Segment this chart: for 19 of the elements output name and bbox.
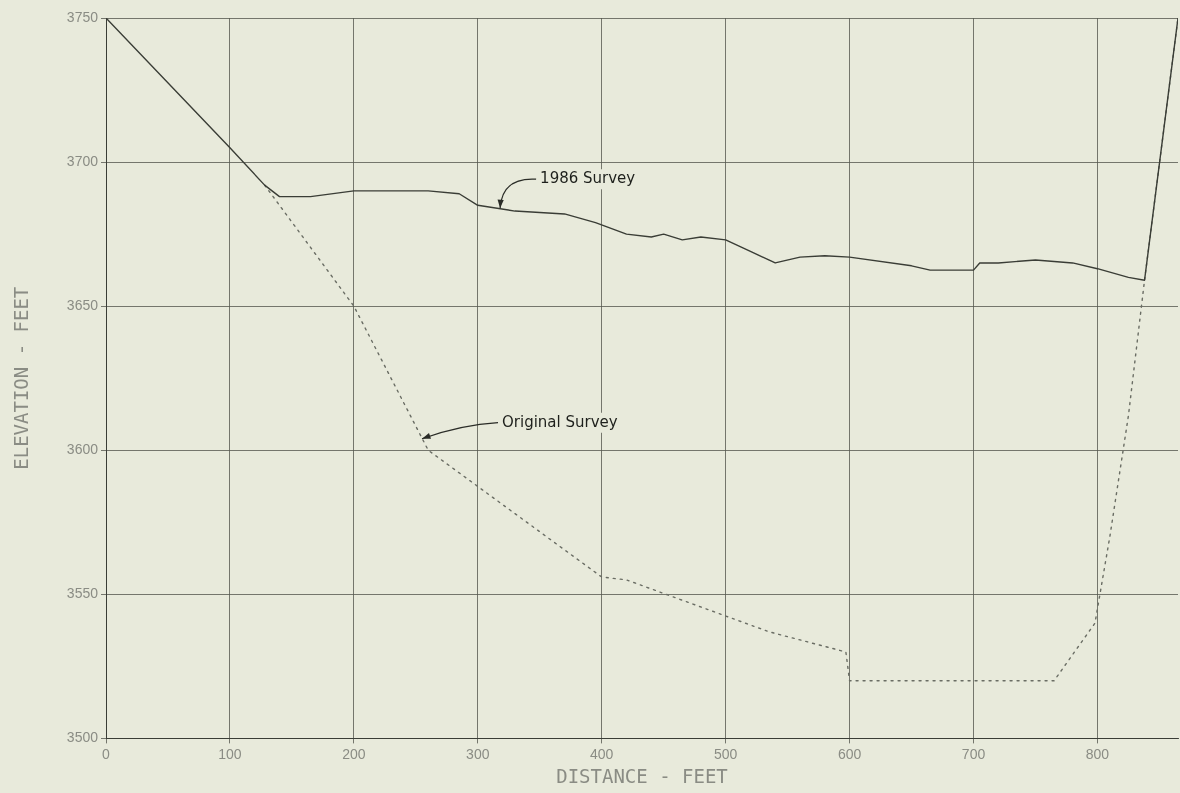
x-tick-label: 200 <box>342 745 366 762</box>
x-tick-label: 300 <box>466 745 490 762</box>
x-tick-label: 800 <box>1085 745 1110 762</box>
x-tick-label: 400 <box>590 745 614 762</box>
y-tick-label: 3550 <box>66 585 99 602</box>
annotation: 1986 Survey <box>540 169 636 188</box>
x-tick-label: 0 <box>102 745 111 762</box>
x-axis-title: DISTANCE - FEET <box>556 764 728 787</box>
x-tick-label: 100 <box>218 745 242 762</box>
y-tick-label: 3700 <box>66 152 99 169</box>
x-tick-label: 500 <box>713 745 738 762</box>
y-tick-label: 3500 <box>66 729 99 746</box>
x-tick-label: 600 <box>837 745 862 762</box>
x-tick-label: 700 <box>961 745 986 762</box>
annotation: Original Survey <box>502 412 618 431</box>
y-tick-label: 3750 <box>66 8 99 25</box>
y-axis-title: ELEVATION - FEET <box>10 286 33 470</box>
y-tick-label: 3650 <box>66 297 99 314</box>
y-tick-label: 3600 <box>66 441 99 458</box>
